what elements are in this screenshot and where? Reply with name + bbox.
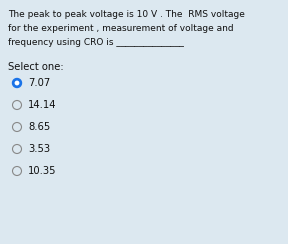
Text: The peak to peak voltage is 10 V . The  RMS voltage: The peak to peak voltage is 10 V . The R… (8, 10, 245, 19)
Text: 3.53: 3.53 (28, 144, 50, 154)
Text: 8.65: 8.65 (28, 122, 50, 132)
Text: 14.14: 14.14 (28, 100, 56, 110)
Text: Select one:: Select one: (8, 62, 64, 72)
Text: 7.07: 7.07 (28, 78, 50, 88)
Circle shape (12, 122, 22, 132)
Text: for the experiment , measurement of voltage and: for the experiment , measurement of volt… (8, 24, 234, 33)
Circle shape (12, 144, 22, 153)
Text: frequency using CRO is _______________: frequency using CRO is _______________ (8, 38, 184, 47)
Circle shape (12, 101, 22, 110)
Circle shape (12, 166, 22, 175)
Text: 10.35: 10.35 (28, 166, 56, 176)
Circle shape (15, 81, 19, 85)
Circle shape (12, 79, 22, 88)
